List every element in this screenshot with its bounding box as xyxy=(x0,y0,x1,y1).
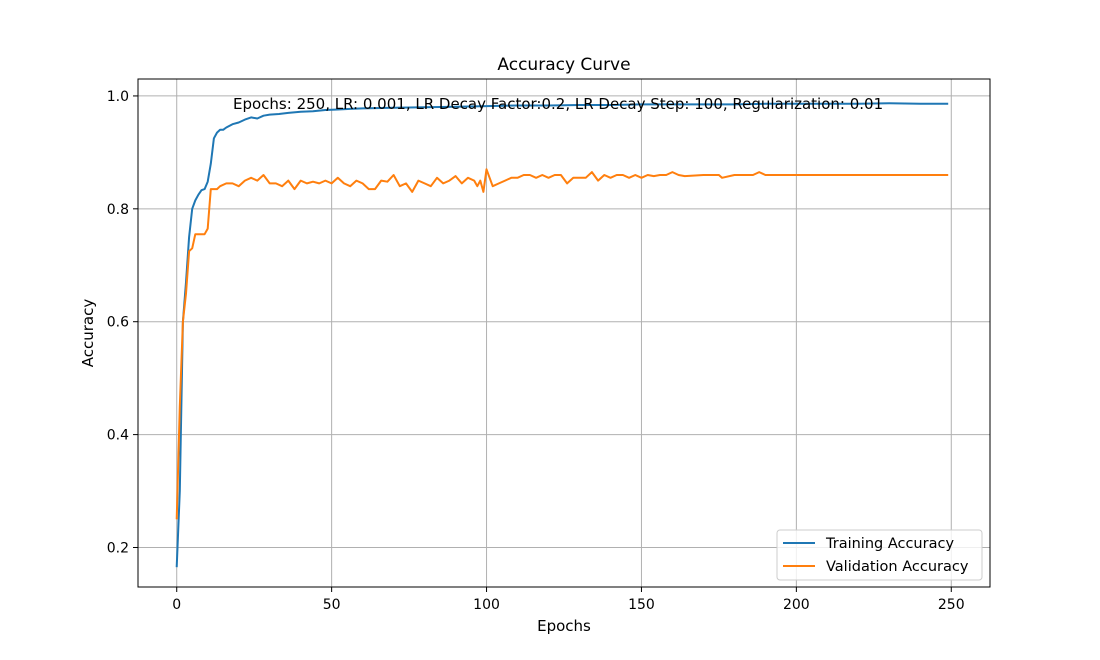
x-axis-label: Epochs xyxy=(537,617,591,635)
x-tick-label: 0 xyxy=(172,597,181,613)
y-tick-label: 0.2 xyxy=(107,540,129,556)
legend-label: Validation Accuracy xyxy=(826,559,969,575)
series-lines xyxy=(175,102,949,568)
axis-ticks: 0 50 100 150 200 250 0.2 0.4 0.6 0.8 1.0 xyxy=(107,89,965,613)
plot-area-frame xyxy=(137,78,991,588)
x-tick-label: 150 xyxy=(628,597,655,613)
y-axis-label: Accuracy xyxy=(79,299,97,368)
series-line-validation-accuracy xyxy=(175,168,949,520)
chart-title: Accuracy Curve xyxy=(497,55,630,75)
y-tick-label: 0.6 xyxy=(107,315,129,331)
y-tick-label: 0.4 xyxy=(107,428,129,444)
series-line-training-accuracy xyxy=(175,102,949,568)
x-tick-label: 200 xyxy=(783,597,810,613)
y-tick-label: 1.0 xyxy=(107,89,129,105)
legend-label: Training Accuracy xyxy=(825,536,954,552)
x-tick-label: 100 xyxy=(473,597,500,613)
x-tick-label: 50 xyxy=(323,597,341,613)
x-tick-label: 250 xyxy=(938,597,965,613)
chart-annotation: Epochs: 250, LR: 0.001, LR Decay Factor:… xyxy=(233,95,883,113)
legend-box xyxy=(776,529,983,581)
y-tick-label: 0.8 xyxy=(107,202,129,218)
legend: Training Accuracy Validation Accuracy xyxy=(776,529,983,581)
